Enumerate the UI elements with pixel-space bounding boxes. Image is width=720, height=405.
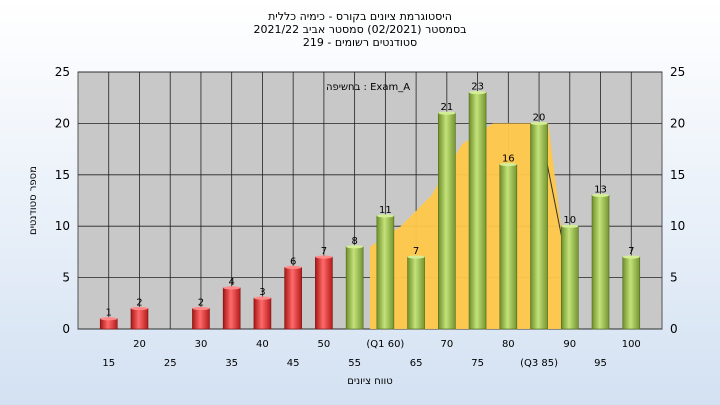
bar-top-95 — [592, 193, 610, 197]
bar-top-60 — [376, 214, 394, 218]
bar-65 — [407, 256, 425, 330]
legend-text: בחשיפה : Exam_A — [326, 82, 410, 93]
title-line-2: בסמסטר (02/2021) סמסטר אביב 2021/22 — [253, 23, 467, 36]
bar-value-label: 20 — [533, 112, 546, 123]
bar-top-30 — [192, 306, 210, 311]
x-tick-label: (Q1 60) — [366, 339, 404, 350]
bar-40 — [253, 297, 272, 330]
bar-35 — [222, 287, 241, 330]
bar-85 — [530, 123, 548, 330]
x-tick-label: 80 — [502, 339, 515, 350]
bar-value-label: 23 — [471, 82, 484, 93]
bar-55 — [345, 246, 364, 330]
bar-top-55 — [346, 245, 364, 249]
bar-value-label: 7 — [628, 246, 634, 257]
bar-top-65 — [407, 255, 425, 259]
bar-top-15 — [100, 317, 118, 321]
bar-top-75 — [469, 90, 487, 95]
bar-30 — [192, 308, 210, 330]
bar-95 — [591, 195, 610, 330]
bar-value-label: 4 — [228, 277, 234, 288]
bar-top-45 — [284, 265, 302, 269]
y-tick-label-right: 20 — [670, 116, 685, 130]
bar-value-label: 16 — [502, 154, 515, 165]
x-tick-label: 30 — [195, 339, 208, 350]
x-tick-label: 40 — [256, 339, 269, 350]
x-tick-label: 75 — [471, 358, 484, 369]
bar-80 — [499, 164, 518, 330]
x-tick-label: 25 — [164, 358, 177, 369]
bar-45 — [284, 267, 302, 330]
bar-value-label: 3 — [259, 287, 265, 298]
bar-70 — [438, 112, 456, 330]
y-tick-label-left: 0 — [62, 322, 70, 336]
bar-100 — [622, 256, 641, 330]
y-tick-label-right: 10 — [670, 219, 685, 233]
bar-value-label: 8 — [351, 236, 357, 247]
x-tick-label: 15 — [102, 358, 115, 369]
y-tick-label-left: 25 — [55, 65, 70, 79]
bar-value-label: 13 — [594, 184, 607, 195]
x-tick-label: 35 — [225, 358, 238, 369]
title-line-3: סטודנטים רשומים - 219 — [302, 36, 418, 49]
bar-top-90 — [561, 224, 579, 228]
bar-20 — [130, 308, 149, 330]
bar-top-35 — [223, 286, 241, 290]
x-tick-label: (Q3 85) — [520, 358, 558, 369]
y-tick-label-left: 15 — [55, 168, 70, 182]
y-tick-label-right: 5 — [670, 271, 678, 285]
bar-value-label: 7 — [413, 246, 419, 257]
x-tick-label: 55 — [348, 358, 361, 369]
x-tick-label: 100 — [622, 339, 641, 350]
bar-50 — [315, 256, 333, 330]
y-tick-label-left: 10 — [55, 219, 70, 233]
x-tick-label: 90 — [563, 339, 576, 350]
bar-value-label: 21 — [440, 102, 453, 113]
bar-75 — [468, 92, 487, 330]
bar-value-label: 11 — [379, 205, 392, 216]
bar-top-20 — [130, 306, 148, 311]
bar-60 — [376, 215, 395, 330]
bar-top-70 — [438, 111, 456, 115]
chart-title: היסטוגרמת ציונים בקורס - כימיה כללית בסמ… — [0, 10, 720, 49]
x-tick-label: 65 — [410, 358, 423, 369]
bar-top-80 — [499, 162, 517, 167]
bar-value-label: 2 — [198, 297, 204, 308]
bar-value-label: 10 — [563, 215, 576, 226]
y-tick-label-left: 20 — [55, 116, 70, 130]
y-tick-label-right: 25 — [670, 65, 685, 79]
bar-90 — [560, 225, 579, 330]
x-tick-label: 70 — [440, 339, 453, 350]
bar-value-label: 7 — [321, 246, 327, 257]
x-tick-label: 95 — [594, 358, 607, 369]
y-tick-label-left: 5 — [62, 271, 70, 285]
x-tick-label: 45 — [287, 358, 300, 369]
title-line-1: היסטוגרמת ציונים בקורס - כימיה כללית — [268, 10, 452, 23]
y-axis-title: מספר סטודנטים — [28, 166, 39, 235]
y-tick-label-right: 0 — [670, 322, 678, 336]
bar-top-50 — [315, 255, 333, 259]
bar-value-label: 2 — [136, 297, 142, 308]
bar-top-100 — [622, 255, 640, 259]
bar-top-85 — [530, 121, 548, 125]
bar-value-label: 1 — [106, 308, 112, 319]
x-tick-label: 20 — [133, 339, 146, 350]
x-axis-title: טווח ציונים — [347, 376, 392, 387]
y-tick-label-right: 15 — [670, 168, 685, 182]
bar-value-label: 6 — [290, 256, 296, 267]
bar-top-40 — [253, 296, 271, 300]
x-tick-label: 50 — [318, 339, 331, 350]
